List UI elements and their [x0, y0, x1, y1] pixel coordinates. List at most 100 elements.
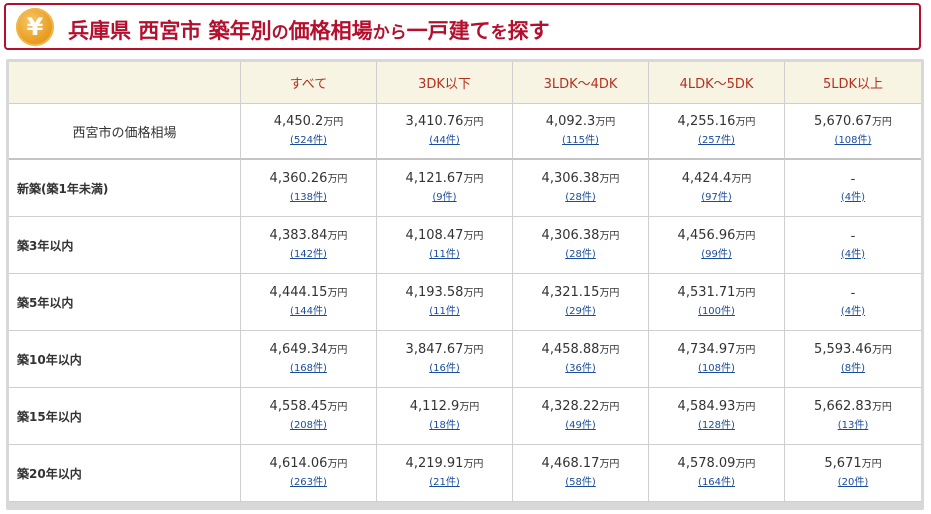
price-table-panel: すべて 3DK以下 3LDK～4DK 4LDK～5DK 5LDK以上 西宮市の価…	[6, 59, 924, 510]
price-cell: 4,121.67万円 (9件)	[377, 160, 513, 217]
price-unit: 万円	[327, 174, 348, 185]
price-number: 4,255.16	[677, 114, 736, 129]
price-unit: 万円	[463, 174, 484, 185]
price-number: 4,456.96	[677, 228, 736, 243]
price-cell: 4,328.22万円 (49件)	[513, 388, 649, 445]
row-label: 築5年以内	[9, 274, 241, 331]
price-value: -	[785, 172, 921, 188]
listing-count-link[interactable]: (142件)	[290, 249, 327, 260]
price-value: 4,321.15万円	[513, 285, 648, 302]
price-number: -	[850, 228, 856, 244]
listing-count-link[interactable]: (18件)	[429, 420, 460, 431]
price-value: 4,458.88万円	[513, 342, 648, 359]
price-unit: 万円	[463, 288, 484, 299]
price-value: 4,444.15万円	[241, 285, 376, 302]
price-number: 4,614.06	[269, 456, 328, 471]
listing-count-link[interactable]: (11件)	[429, 306, 460, 317]
listing-count-link[interactable]: (97件)	[701, 192, 732, 203]
price-unit: 万円	[735, 288, 756, 299]
listing-count-link[interactable]: (13件)	[837, 420, 869, 431]
price-table: すべて 3DK以下 3LDK～4DK 4LDK～5DK 5LDK以上 西宮市の価…	[9, 62, 921, 502]
listing-count-link[interactable]: (208件)	[290, 420, 327, 431]
price-number: 5,671	[824, 456, 862, 471]
price-value: 5,670.67万円	[785, 114, 921, 131]
listing-count-link[interactable]: (115件)	[562, 135, 599, 146]
price-unit: 万円	[599, 402, 620, 413]
listing-count-link[interactable]: (257件)	[698, 135, 735, 146]
listing-count-link[interactable]: (100件)	[698, 306, 735, 317]
listing-count-link[interactable]: (99件)	[701, 249, 732, 260]
listing-count-link[interactable]: (128件)	[698, 420, 735, 431]
listing-count-link[interactable]: (44件)	[429, 135, 460, 146]
listing-count-link[interactable]: (144件)	[290, 306, 327, 317]
price-cell: 4,450.2万円 (524件)	[241, 104, 377, 160]
price-cell: 5,593.46万円 (8件)	[785, 331, 921, 388]
listing-count-link[interactable]: (138件)	[290, 192, 327, 203]
listing-count-link[interactable]: (524件)	[290, 135, 327, 146]
price-value: 3,847.67万円	[377, 342, 512, 359]
price-unit: 万円	[861, 459, 882, 470]
price-cell: 4,558.45万円 (208件)	[241, 388, 377, 445]
listing-count-link[interactable]: (168件)	[290, 363, 327, 374]
price-number: 4,306.38	[541, 228, 600, 243]
price-cell: 4,255.16万円 (257件)	[649, 104, 785, 160]
price-cell: 5,671万円 (20件)	[785, 445, 921, 502]
listing-count-link[interactable]: (21件)	[429, 477, 460, 488]
listing-count-link[interactable]: (49件)	[565, 420, 596, 431]
price-number: 4,734.97	[677, 342, 736, 357]
price-number: 4,121.67	[405, 171, 464, 186]
row-label: 西宮市の価格相場	[9, 104, 241, 160]
column-header: 5LDK以上	[785, 62, 921, 104]
price-number: 4,321.15	[541, 285, 600, 300]
price-cell: 3,847.67万円 (16件)	[377, 331, 513, 388]
listing-count-link[interactable]: (164件)	[698, 477, 735, 488]
price-value: 3,410.76万円	[377, 114, 512, 131]
price-value: 4,328.22万円	[513, 399, 648, 416]
price-unit: 万円	[595, 117, 616, 128]
price-number: 4,328.22	[541, 399, 600, 414]
listing-count-link[interactable]: (108件)	[698, 363, 735, 374]
price-unit: 万円	[735, 345, 756, 356]
price-unit: 万円	[327, 402, 348, 413]
price-cell: 4,614.06万円 (263件)	[241, 445, 377, 502]
price-cell: 4,531.71万円 (100件)	[649, 274, 785, 331]
price-unit: 万円	[327, 345, 348, 356]
price-cell: 4,193.58万円 (11件)	[377, 274, 513, 331]
listing-count-link[interactable]: (28件)	[565, 249, 596, 260]
price-number: -	[850, 285, 856, 301]
price-cell: 4,306.38万円 (28件)	[513, 160, 649, 217]
price-cell: 4,578.09万円 (164件)	[649, 445, 785, 502]
price-cell: 5,662.83万円 (13件)	[785, 388, 921, 445]
listing-count-link[interactable]: (11件)	[429, 249, 460, 260]
listing-count-link[interactable]: (20件)	[837, 477, 869, 488]
listing-count-link[interactable]: (263件)	[290, 477, 327, 488]
price-number: 4,578.09	[677, 456, 736, 471]
price-unit: 万円	[323, 117, 344, 128]
price-number: 5,593.46	[814, 342, 872, 357]
listing-count-link[interactable]: (36件)	[565, 363, 596, 374]
listing-count-link[interactable]: (4件)	[840, 191, 866, 203]
listing-count-link[interactable]: (16件)	[429, 363, 460, 374]
listing-count-link[interactable]: (4件)	[840, 305, 866, 317]
row-label: 新築(築1年未満)	[9, 160, 241, 217]
price-cell: 4,734.97万円 (108件)	[649, 331, 785, 388]
page-title: 兵庫県 西宮市 築年別の価格相場から一戸建てを探す	[68, 19, 550, 43]
listing-count-link[interactable]: (29件)	[565, 306, 596, 317]
price-cell: 4,424.4万円 (97件)	[649, 160, 785, 217]
listing-count-link[interactable]: (108件)	[834, 135, 872, 146]
listing-count-link[interactable]: (8件)	[840, 363, 866, 374]
column-header: すべて	[241, 62, 377, 104]
price-cell: 4,456.96万円 (99件)	[649, 217, 785, 274]
price-number: 4,468.17	[541, 456, 600, 471]
listing-count-link[interactable]: (28件)	[565, 192, 596, 203]
price-number: 4,219.91	[405, 456, 464, 471]
listing-count-link[interactable]: (9件)	[432, 192, 457, 203]
price-cell: 3,410.76万円 (44件)	[377, 104, 513, 160]
price-number: 4,193.58	[405, 285, 464, 300]
listing-count-link[interactable]: (58件)	[565, 477, 596, 488]
yen-coin-icon: ¥	[16, 8, 54, 46]
price-unit: 万円	[731, 174, 752, 185]
listing-count-link[interactable]: (4件)	[840, 248, 866, 260]
price-unit: 万円	[599, 288, 620, 299]
price-value: 4,121.67万円	[377, 171, 512, 188]
